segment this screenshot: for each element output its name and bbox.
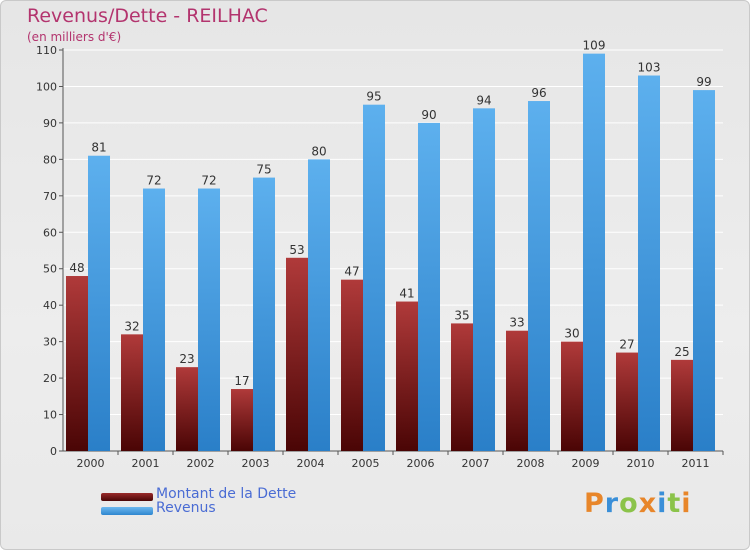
data-label-revenus: 72 (146, 174, 161, 188)
y-tick-label: 10 (43, 409, 57, 422)
bar-revenus (418, 122, 440, 451)
data-label-revenus: 103 (638, 61, 661, 75)
bar-dette (176, 367, 198, 451)
bar-revenus (583, 53, 605, 452)
y-tick-label: 40 (43, 299, 57, 312)
bar-dette (286, 257, 308, 451)
x-tick-label: 2007 (462, 457, 490, 470)
data-label-revenus: 96 (531, 86, 546, 100)
bar-revenus (88, 155, 110, 451)
bar-revenus (308, 159, 330, 451)
data-label-dette: 23 (179, 352, 194, 366)
y-tick-label: 80 (43, 153, 57, 166)
data-label-revenus: 94 (476, 93, 491, 107)
chart-subtitle: (en milliers d'€) (27, 30, 122, 44)
data-label-revenus: 72 (201, 174, 216, 188)
data-label-dette: 48 (69, 261, 84, 275)
y-tick-label: 100 (36, 80, 57, 93)
y-tick-label: 90 (43, 117, 57, 130)
bar-revenus (473, 108, 495, 451)
x-tick-label: 2006 (407, 457, 435, 470)
x-tick-label: 2004 (297, 457, 325, 470)
data-label-dette: 27 (619, 338, 634, 352)
bar-dette (231, 389, 253, 451)
legend-swatch-revenus (101, 507, 153, 515)
x-tick-label: 2005 (352, 457, 380, 470)
bar-dette (121, 334, 143, 451)
bar-dette (506, 330, 528, 451)
legend-label-dette: Montant de la Dette (156, 486, 297, 502)
data-label-dette: 35 (454, 308, 469, 322)
data-label-revenus: 75 (256, 163, 271, 177)
bar-dette (66, 276, 88, 451)
data-label-dette: 30 (564, 327, 579, 341)
y-tick-label: 110 (36, 44, 57, 57)
data-label-dette: 33 (509, 316, 524, 330)
y-tick-label: 70 (43, 190, 57, 203)
y-tick-label: 0 (50, 445, 57, 458)
bar-revenus (143, 188, 165, 451)
data-label-dette: 47 (344, 265, 359, 279)
data-label-revenus: 109 (583, 39, 606, 53)
y-tick-label: 60 (43, 226, 57, 239)
bar-revenus (638, 75, 660, 451)
x-tick-label: 2011 (682, 457, 710, 470)
chart-title: Revenus/Dette - REILHAC (27, 5, 268, 27)
x-tick-label: 2009 (572, 457, 600, 470)
bar-dette (341, 279, 363, 451)
proxiti-logo: Proxiti (584, 488, 692, 519)
x-tick-label: 2008 (517, 457, 545, 470)
y-tick-label: 30 (43, 336, 57, 349)
bar-revenus (528, 101, 550, 451)
bar-dette (671, 359, 693, 451)
x-tick-label: 2000 (77, 457, 105, 470)
x-tick-label: 2002 (187, 457, 215, 470)
x-tick-label: 2001 (132, 457, 160, 470)
legend-swatch-dette (101, 493, 153, 501)
data-label-dette: 53 (289, 243, 304, 257)
y-tick-label: 20 (43, 372, 57, 385)
data-label-revenus: 99 (696, 75, 711, 89)
bar-dette (616, 352, 638, 451)
data-label-revenus: 90 (421, 108, 436, 122)
bar-revenus (198, 188, 220, 451)
bar-revenus (693, 90, 715, 451)
bar-revenus (363, 104, 385, 451)
x-tick-label: 2003 (242, 457, 270, 470)
data-label-dette: 41 (399, 287, 414, 301)
bar-dette (561, 341, 583, 451)
bar-revenus (253, 177, 275, 451)
data-label-revenus: 95 (366, 90, 381, 104)
data-label-dette: 17 (234, 374, 249, 388)
bar-dette (451, 323, 473, 451)
data-label-dette: 32 (124, 319, 139, 333)
x-tick-label: 2010 (627, 457, 655, 470)
y-tick-label: 50 (43, 263, 57, 276)
data-label-dette: 25 (674, 345, 689, 359)
data-label-revenus: 80 (311, 144, 326, 158)
bar-dette (396, 301, 418, 451)
data-label-revenus: 81 (91, 141, 106, 155)
legend-label-revenus: Revenus (156, 500, 216, 516)
